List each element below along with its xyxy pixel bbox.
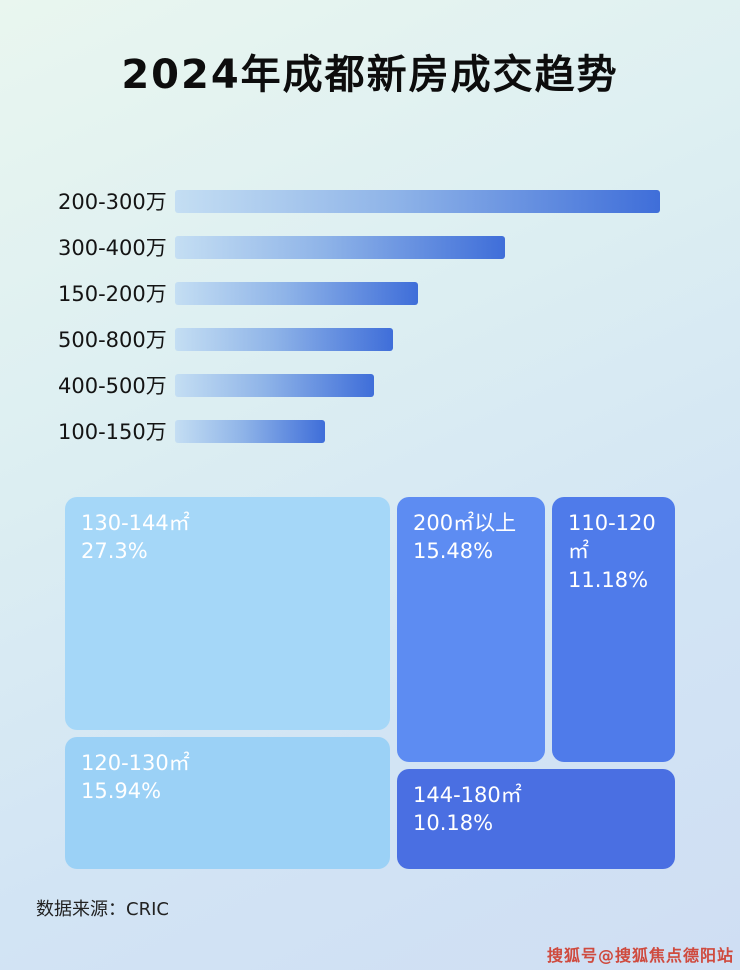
- treemap-block-label: 130-144㎡: [81, 511, 190, 535]
- treemap-block-value: 10.18%: [413, 811, 494, 836]
- treemap-block-label: 200㎡以上: [413, 511, 517, 535]
- bar-track: [175, 419, 660, 443]
- bar-row: 150-200万: [58, 270, 688, 316]
- bar-category-label: 400-500万: [58, 374, 167, 398]
- treemap-block-value: 27.3%: [81, 539, 148, 564]
- data-source-note: 数据来源：CRIC: [36, 899, 169, 920]
- treemap-block-110-120: 110-120㎡ 11.18%: [552, 497, 675, 762]
- bar: [175, 281, 418, 305]
- bar: [175, 373, 374, 397]
- bar-category-label: 300-400万: [58, 236, 167, 260]
- bar-row: 500-800万: [58, 316, 688, 362]
- bar-category-label: 200-300万: [58, 190, 167, 214]
- bar-row: 200-300万: [58, 178, 688, 224]
- page-title: 2024年成都新房成交趋势: [121, 52, 619, 98]
- treemap-block-label: 110-120㎡: [568, 511, 656, 564]
- treemap-block-label: 120-130㎡: [81, 751, 190, 775]
- treemap-block-144-180: 144-180㎡ 10.18%: [397, 769, 675, 869]
- treemap-block-value: 15.48%: [413, 539, 494, 564]
- bar: [175, 235, 505, 259]
- price-segment-bar-chart: 200-300万 300-400万 150-200万 500-800万 400-…: [58, 178, 688, 454]
- bar: [175, 327, 394, 351]
- treemap-block-label: 144-180㎡: [413, 783, 522, 807]
- bar-row: 300-400万: [58, 224, 688, 270]
- bar-category-label: 500-800万: [58, 328, 167, 352]
- bar-category-label: 150-200万: [58, 282, 167, 306]
- bar-track: [175, 189, 660, 213]
- treemap-block-value: 15.94%: [81, 779, 162, 804]
- treemap-block-120-130: 120-130㎡ 15.94%: [65, 737, 390, 869]
- watermark: 搜狐号@搜狐焦点德阳站: [546, 946, 734, 965]
- bar: [175, 189, 660, 213]
- bar-row: 100-150万: [58, 408, 688, 454]
- area-segment-treemap: 130-144㎡ 27.3% 200㎡以上 15.48% 110-120㎡ 11…: [65, 497, 675, 869]
- treemap-block-130-144: 130-144㎡ 27.3%: [65, 497, 390, 730]
- bar-track: [175, 373, 660, 397]
- bar: [175, 419, 326, 443]
- treemap-block-200-plus: 200㎡以上 15.48%: [397, 497, 545, 762]
- bar-category-label: 100-150万: [58, 420, 167, 444]
- bar-row: 400-500万: [58, 362, 688, 408]
- bar-track: [175, 327, 660, 351]
- treemap-block-value: 11.18%: [568, 567, 649, 592]
- bar-track: [175, 235, 660, 259]
- bar-track: [175, 281, 660, 305]
